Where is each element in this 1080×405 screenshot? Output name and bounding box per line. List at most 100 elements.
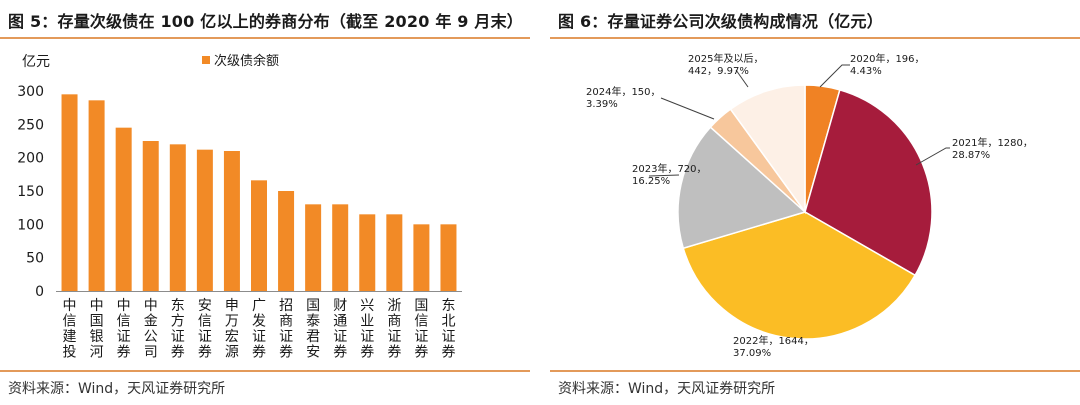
svg-text:国: 国 bbox=[414, 298, 428, 314]
svg-text:北: 北 bbox=[441, 314, 455, 330]
y-tick-label: 150 bbox=[17, 184, 44, 200]
bar bbox=[386, 214, 403, 291]
svg-text:建: 建 bbox=[63, 329, 77, 345]
svg-text:司: 司 bbox=[144, 345, 158, 361]
svg-text:河: 河 bbox=[90, 345, 104, 361]
pie-data-label: 2024年，150，3.39% bbox=[586, 85, 661, 110]
bar bbox=[332, 204, 349, 291]
bar bbox=[196, 149, 213, 291]
pie-data-label: 2020年，196，4.43% bbox=[850, 52, 925, 77]
pie-leader-line bbox=[735, 69, 749, 88]
svg-text:东: 东 bbox=[441, 298, 455, 314]
pie-slice bbox=[677, 126, 807, 250]
svg-text:宏: 宏 bbox=[225, 329, 239, 345]
pie-data-label: 2021年，1280，28.87% bbox=[952, 136, 1033, 161]
svg-text:证: 证 bbox=[387, 329, 401, 345]
svg-text:28.87%: 28.87% bbox=[952, 150, 990, 161]
svg-text:金: 金 bbox=[144, 314, 158, 330]
svg-text:源: 源 bbox=[225, 345, 239, 361]
svg-text:券: 券 bbox=[171, 345, 185, 361]
y-tick-label: 200 bbox=[17, 151, 44, 167]
svg-text:券: 券 bbox=[279, 345, 293, 361]
svg-text:券: 券 bbox=[360, 345, 374, 361]
pie-leader-line bbox=[819, 64, 850, 88]
svg-text:442，9.97%: 442，9.97% bbox=[688, 66, 749, 77]
svg-text:证: 证 bbox=[333, 329, 347, 345]
svg-text:2023年，720，: 2023年，720， bbox=[632, 162, 707, 175]
title-rule bbox=[0, 37, 530, 39]
svg-text:券: 券 bbox=[441, 345, 455, 361]
svg-text:兴: 兴 bbox=[360, 298, 374, 314]
bar bbox=[115, 127, 132, 292]
bar bbox=[413, 224, 430, 291]
svg-text:2025年及以后，: 2025年及以后， bbox=[688, 52, 763, 65]
svg-text:财: 财 bbox=[333, 298, 347, 314]
bar bbox=[223, 151, 240, 291]
pie-chart-title: 图 6：存量证券公司次级债构成情况（亿元） bbox=[558, 12, 883, 31]
svg-text:君: 君 bbox=[306, 329, 320, 345]
svg-text:东: 东 bbox=[171, 298, 185, 314]
y-tick-label: 50 bbox=[26, 251, 44, 267]
svg-text:证: 证 bbox=[198, 329, 212, 345]
svg-text:证: 证 bbox=[279, 329, 293, 345]
svg-text:中: 中 bbox=[144, 298, 158, 314]
svg-text:券: 券 bbox=[333, 345, 347, 361]
svg-text:国: 国 bbox=[306, 298, 320, 314]
svg-text:中: 中 bbox=[90, 298, 104, 314]
pie-slice bbox=[729, 84, 806, 215]
svg-text:券: 券 bbox=[117, 345, 131, 361]
svg-text:券: 券 bbox=[387, 345, 401, 361]
svg-text:证: 证 bbox=[171, 329, 185, 345]
y-tick-label: 300 bbox=[17, 84, 44, 100]
svg-text:信: 信 bbox=[198, 314, 212, 330]
svg-text:证: 证 bbox=[441, 329, 455, 345]
svg-text:证: 证 bbox=[117, 329, 131, 345]
svg-text:2021年，1280，: 2021年，1280， bbox=[952, 136, 1033, 149]
svg-text:招: 招 bbox=[279, 298, 293, 314]
bar bbox=[278, 191, 295, 291]
svg-text:万: 万 bbox=[225, 314, 239, 330]
svg-text:安: 安 bbox=[306, 345, 320, 361]
svg-text:3.39%: 3.39% bbox=[586, 99, 618, 110]
bar bbox=[251, 180, 267, 291]
svg-text:2022年，1644，: 2022年，1644， bbox=[733, 334, 814, 347]
y-tick-label: 250 bbox=[17, 117, 44, 133]
bar bbox=[61, 94, 78, 291]
svg-text:券: 券 bbox=[198, 345, 212, 361]
bar-chart-source: 资料来源：Wind，天风证券研究所 bbox=[8, 381, 226, 397]
pie-slice bbox=[682, 211, 917, 340]
svg-text:2024年，150，: 2024年，150， bbox=[586, 85, 661, 98]
svg-text:证: 证 bbox=[360, 329, 374, 345]
svg-text:泰: 泰 bbox=[306, 314, 320, 330]
y-axis-unit-label: 亿元 bbox=[22, 54, 50, 70]
bar bbox=[305, 204, 322, 291]
bar bbox=[440, 224, 457, 291]
svg-text:2020年，196，: 2020年，196， bbox=[850, 52, 925, 65]
svg-text:16.25%: 16.25% bbox=[632, 176, 670, 187]
svg-text:中: 中 bbox=[63, 298, 77, 314]
title-rule bbox=[550, 37, 1080, 39]
svg-text:证: 证 bbox=[414, 329, 428, 345]
svg-text:信: 信 bbox=[414, 314, 428, 330]
svg-text:证: 证 bbox=[252, 329, 266, 345]
pie-leader-line bbox=[648, 174, 680, 177]
svg-text:投: 投 bbox=[63, 345, 77, 361]
svg-text:发: 发 bbox=[252, 314, 266, 330]
svg-text:商: 商 bbox=[279, 314, 293, 330]
svg-text:业: 业 bbox=[360, 314, 374, 330]
svg-text:中: 中 bbox=[117, 298, 131, 314]
y-tick-label: 0 bbox=[35, 284, 44, 300]
